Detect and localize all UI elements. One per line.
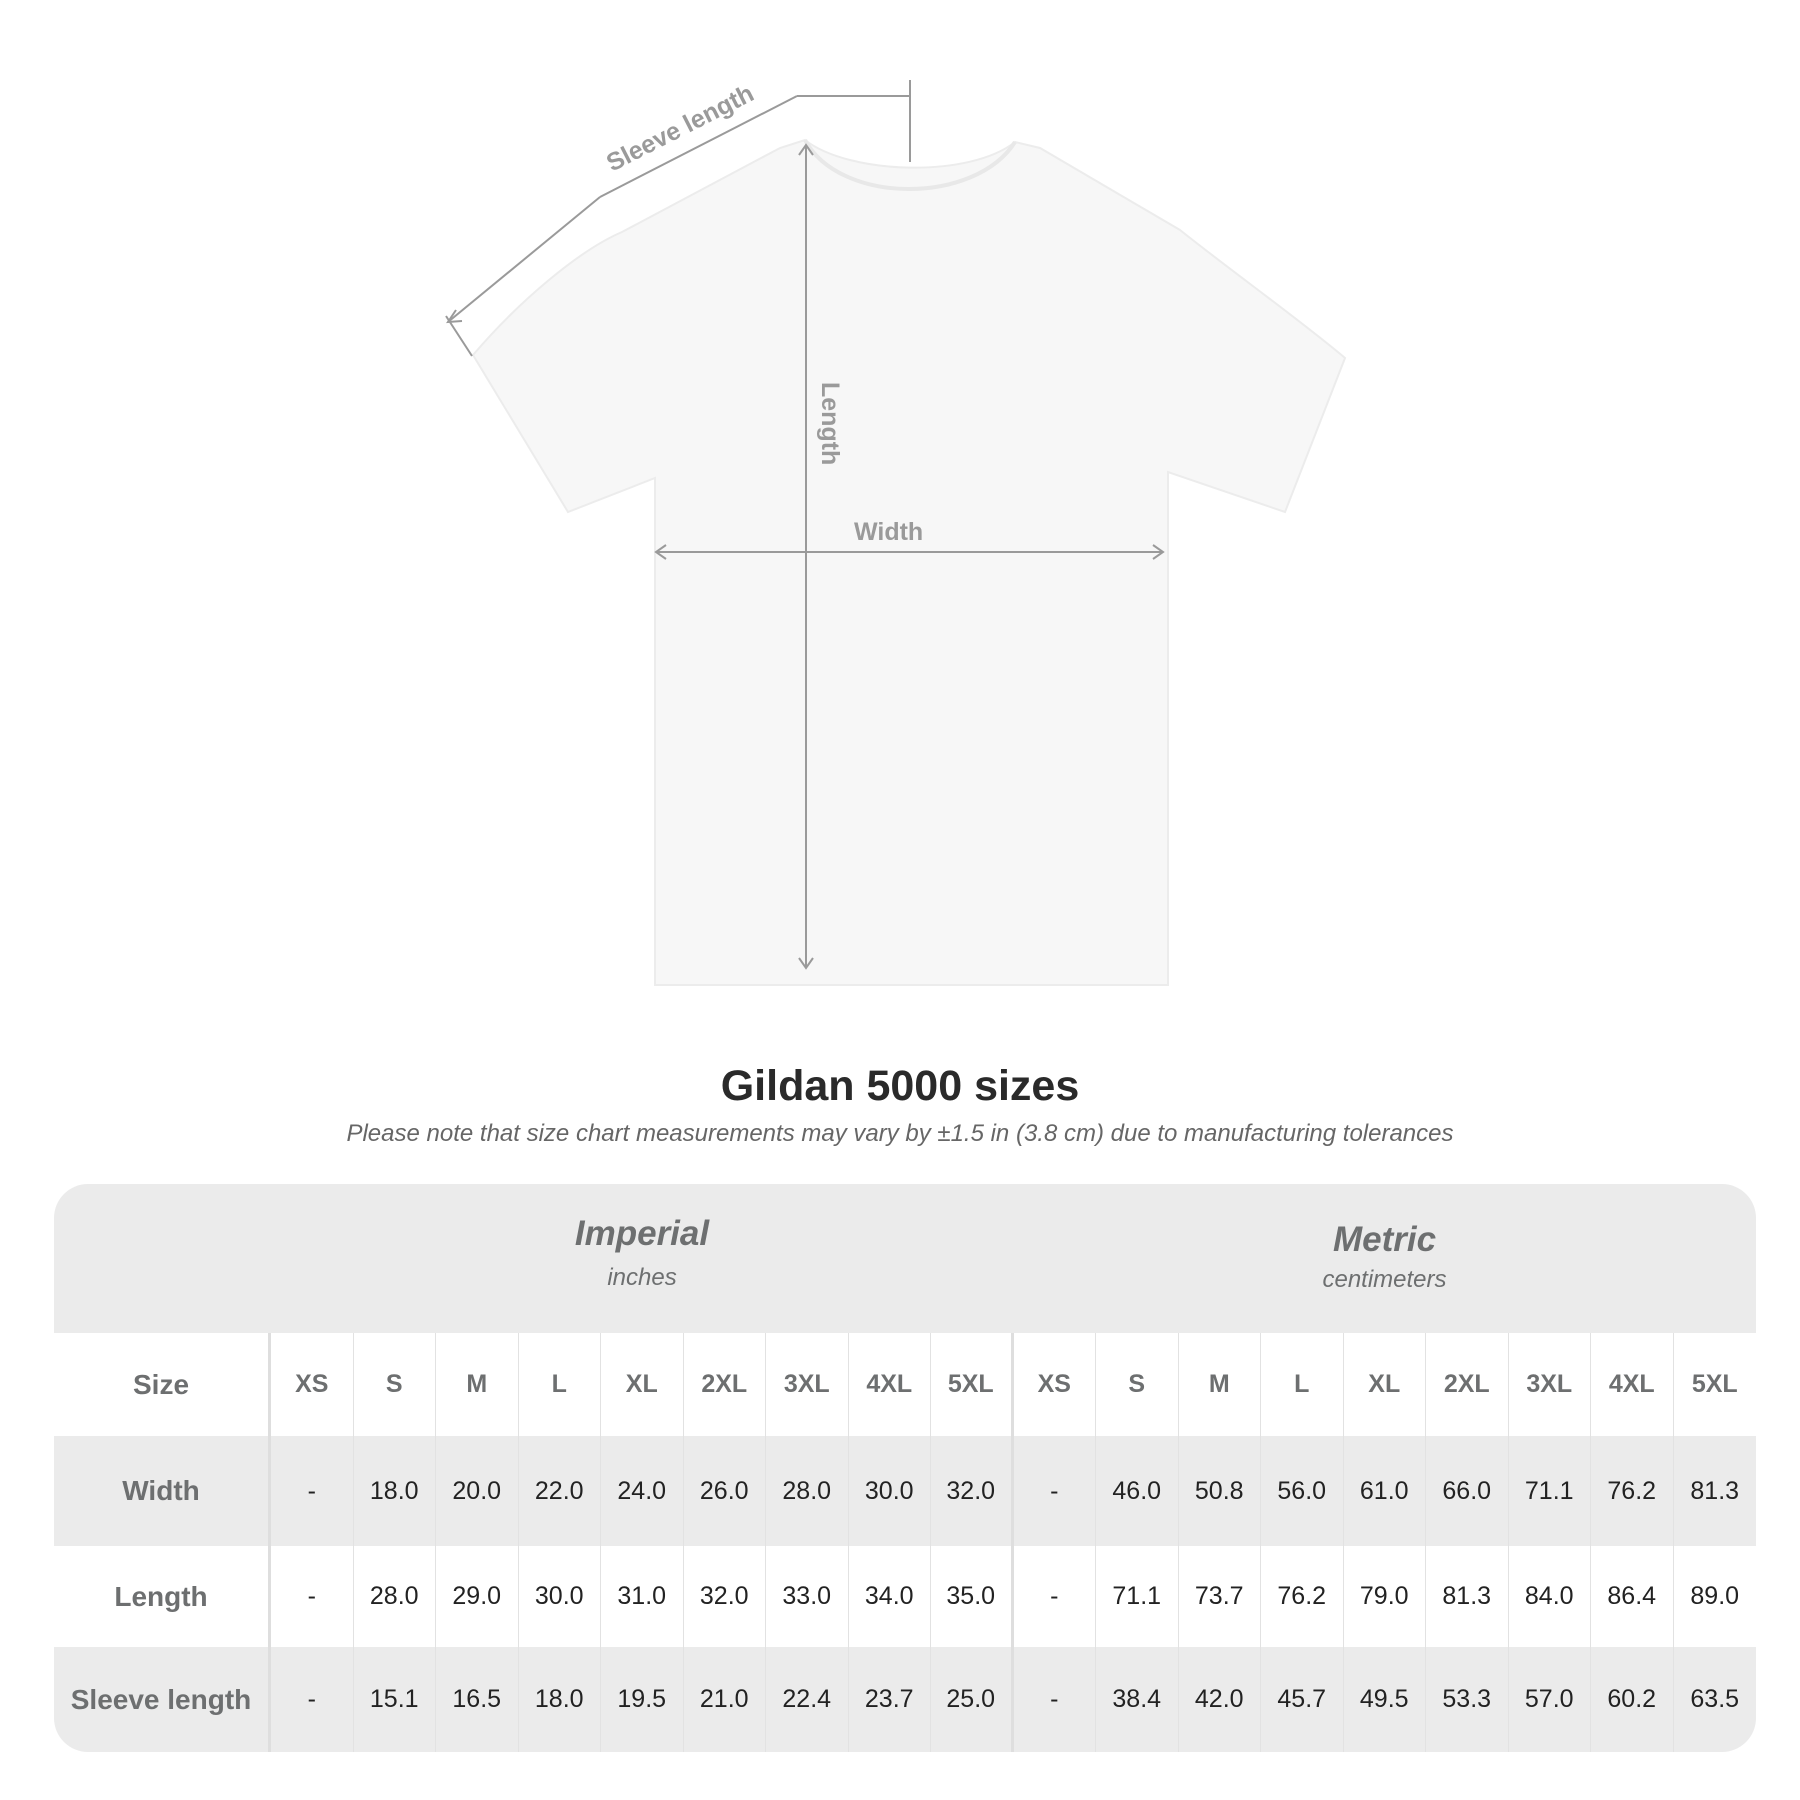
metric-title: Metric (1332, 1220, 1437, 1259)
cell-metric: 76.2 (1261, 1546, 1344, 1647)
cell-metric: 81.3 (1690, 1476, 1740, 1505)
page-title: Gildan 5000 sizes (720, 1062, 1080, 1110)
row-band-sleeve (54, 1647, 1756, 1752)
size-header-imperial: 2XL (684, 1333, 766, 1436)
cell-metric: 53.3 (1426, 1647, 1509, 1752)
cell-imperial: 34.0 (849, 1546, 931, 1647)
size-header-metric: 3XL (1509, 1333, 1591, 1436)
size-header-metric: L (1261, 1333, 1344, 1436)
cell-metric: - (1014, 1436, 1096, 1546)
imperial-title: Imperial (574, 1214, 710, 1253)
size-header-imperial: 3XL (766, 1333, 849, 1436)
cell-metric: 63.5 (1690, 1685, 1740, 1713)
cell-imperial: 30.0 (849, 1436, 931, 1546)
cell-imperial: 18.0 (519, 1647, 601, 1752)
size-header-imperial: XS (271, 1333, 354, 1436)
cell-imperial: 32.0 (684, 1546, 766, 1647)
cell-imperial: 23.7 (849, 1647, 931, 1752)
cell-imperial: 32.0 (931, 1436, 1014, 1546)
length-label: Length (816, 382, 844, 465)
header-band (54, 1184, 1756, 1333)
cell-metric: 89.0 (1690, 1582, 1740, 1610)
cell-imperial: 25.0 (931, 1647, 1014, 1752)
metric-header: Metric centimeters (1013, 1184, 1756, 1333)
size-header-metric: XS (1014, 1333, 1096, 1436)
cell-metric: 79.0 (1344, 1546, 1426, 1647)
size-header-imperial: M (436, 1333, 519, 1436)
cell-imperial: 35.0 (931, 1546, 1014, 1647)
metric-unit: centimeters (1322, 1266, 1447, 1293)
width-label: Width (854, 518, 923, 546)
cell-imperial: 15.1 (354, 1647, 436, 1752)
cell-imperial: 22.0 (519, 1436, 601, 1546)
row-band-width (54, 1436, 1756, 1546)
cell-metric: 84.0 (1509, 1546, 1591, 1647)
tolerance-note: Please note that size chart measurements… (346, 1120, 1454, 1147)
cell-metric: 46.0 (1096, 1436, 1179, 1546)
size-chart-table: Imperial inches Metric centimeters Size X… (54, 1184, 1756, 1752)
tshirt-shape (471, 138, 1347, 986)
cell-metric: 61.0 (1344, 1436, 1426, 1546)
size-header-metric: S (1096, 1333, 1179, 1436)
size-header-imperial: 5XL (931, 1333, 1014, 1436)
table-row: Sleeve length -15.1 16.5 18.0 19.5 21.0 22.4 23… (54, 1647, 1756, 1752)
cell-imperial: 28.0 (354, 1546, 436, 1647)
tshirt-diagram: Sleeve length Length Width (445, 79, 1347, 986)
cell-imperial: 22.4 (766, 1647, 849, 1752)
table-row: Width -18.0 20.0 22.0 24.0 26.0 28.0 30.0 32.0-4… (54, 1436, 1756, 1546)
cell-imperial: 19.5 (601, 1647, 684, 1752)
cell-imperial: 16.5 (436, 1647, 519, 1752)
row-label: Length (54, 1546, 271, 1647)
cell-imperial: 24.0 (601, 1436, 684, 1546)
cell-metric: 71.1 (1509, 1436, 1591, 1546)
size-header-metric: 2XL (1426, 1333, 1509, 1436)
cell-imperial: - (271, 1647, 354, 1752)
cell-imperial: 18.0 (354, 1436, 436, 1546)
cell-imperial: 30.0 (519, 1546, 601, 1647)
cell-imperial: 20.0 (436, 1436, 519, 1546)
size-label: Size (54, 1333, 271, 1436)
cell-imperial: 26.0 (684, 1436, 766, 1546)
cell-metric: 49.5 (1344, 1647, 1426, 1752)
cell-metric: 66.0 (1426, 1436, 1509, 1546)
cell-metric: - (1014, 1647, 1096, 1752)
cell-metric: 60.2 (1591, 1647, 1674, 1752)
cell-imperial: - (271, 1546, 354, 1647)
cell-metric: 38.4 (1096, 1647, 1179, 1752)
cell-metric: 56.0 (1261, 1436, 1344, 1546)
row-label: Sleeve length (54, 1647, 271, 1752)
size-header-imperial: 4XL (849, 1333, 931, 1436)
cell-imperial: 21.0 (684, 1647, 766, 1752)
cell-metric: 76.2 (1591, 1436, 1674, 1546)
cell-metric: 71.1 (1096, 1546, 1179, 1647)
cell-imperial: 31.0 (601, 1546, 684, 1647)
size-header-metric: M (1179, 1333, 1261, 1436)
cell-imperial: 33.0 (766, 1546, 849, 1647)
size-header-metric: 5XL (1691, 1370, 1738, 1398)
size-header-metric: 4XL (1591, 1333, 1674, 1436)
size-header-imperial: S (354, 1333, 436, 1436)
cell-metric: - (1014, 1546, 1096, 1647)
cell-metric: 86.4 (1591, 1546, 1674, 1647)
size-header-imperial: XL (601, 1333, 684, 1436)
cell-metric: 57.0 (1509, 1647, 1591, 1752)
cell-metric: 45.7 (1261, 1647, 1344, 1752)
cell-imperial: 29.0 (436, 1546, 519, 1647)
cell-metric: 42.0 (1179, 1647, 1261, 1752)
cell-metric: 73.7 (1179, 1546, 1261, 1647)
cell-imperial: - (271, 1436, 354, 1546)
row-label: Width (54, 1436, 271, 1546)
cell-metric: 50.8 (1179, 1436, 1261, 1546)
size-header-row: Size XS S M L XL 2XL 3XL 4XL 5XL XS S M L XL 2XL 3XL 4XL 5… (54, 1333, 1756, 1436)
imperial-unit: inches (607, 1264, 677, 1291)
cell-imperial: 28.0 (766, 1436, 849, 1546)
size-header-imperial: L (519, 1333, 601, 1436)
table-row: Length -28.0 29.0 30.0 31.0 32.0 33.0 34.0 35.0-… (54, 1546, 1756, 1647)
size-header-metric: XL (1344, 1333, 1426, 1436)
cell-metric: 81.3 (1426, 1546, 1509, 1647)
imperial-header: Imperial inches (271, 1184, 1013, 1333)
